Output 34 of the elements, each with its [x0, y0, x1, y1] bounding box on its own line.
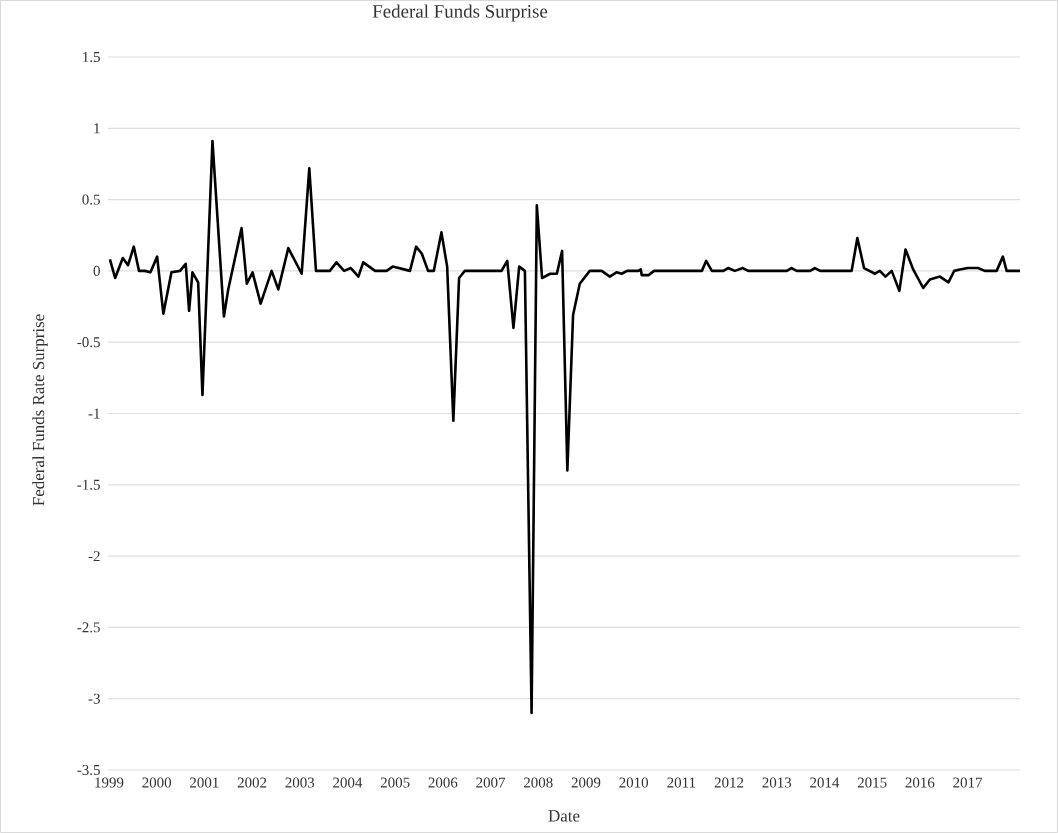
- x-tick-label: 2016: [905, 777, 935, 788]
- y-tick-label: -3.5: [77, 764, 100, 776]
- y-tick-label: 0: [93, 265, 100, 276]
- x-tick-label: 2003: [285, 777, 315, 788]
- y-tick-label: 1.5: [83, 51, 100, 63]
- y-tick-label: -0.5: [77, 337, 100, 348]
- x-tick-label: 2005: [380, 777, 410, 788]
- x-tick-label: 2015: [857, 777, 887, 788]
- x-tick-label: 2002: [237, 777, 267, 788]
- x-tick-label: 2012: [714, 777, 744, 788]
- y-tick-label: -3: [88, 693, 100, 704]
- y-tick-label: -2.5: [77, 622, 100, 633]
- y-tick-label: -2: [88, 551, 100, 562]
- line-series: [108, 139, 1022, 715]
- x-tick-label: 2009: [571, 777, 601, 788]
- x-axis-title: Date: [548, 810, 580, 822]
- x-tick-label: 2017: [953, 777, 983, 788]
- x-tick-label: 2006: [428, 777, 458, 788]
- x-tick-label: 2014: [810, 777, 840, 788]
- x-tick-label: 1999: [95, 777, 124, 788]
- x-tick-label: 2013: [762, 777, 792, 788]
- y-tick-label: 0.5: [82, 194, 100, 205]
- x-tick-label: 2007: [476, 777, 506, 788]
- x-tick-label: 2000: [142, 777, 172, 788]
- x-tick-label: 2011: [667, 777, 696, 788]
- y-tick-label: -1.5: [77, 479, 100, 490]
- x-tick-label: 2008: [523, 777, 553, 788]
- x-tick-label: 2001: [190, 777, 219, 788]
- x-tick-label: 2004: [333, 777, 363, 788]
- y-tick-label: 1: [94, 123, 100, 134]
- x-tick-label: 2010: [619, 777, 649, 788]
- y-tick-label: -1: [88, 408, 100, 419]
- y-axis-title: Federal Funds Rate Surprise: [32, 314, 48, 506]
- chart-title: Federal Funds Surprise: [372, 4, 548, 22]
